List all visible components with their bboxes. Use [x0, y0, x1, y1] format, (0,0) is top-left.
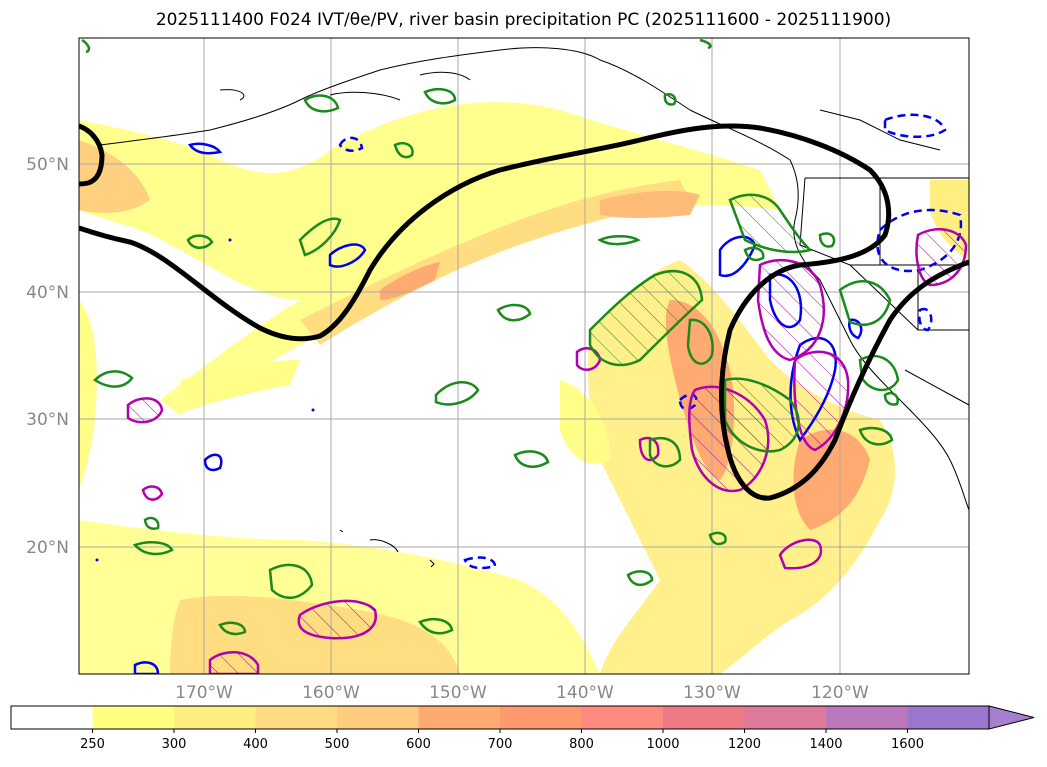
map-frame: [78, 37, 970, 675]
lat-label-50n: 50°N: [26, 155, 69, 175]
lon-label-160w: 160°W: [302, 683, 360, 703]
colorbar-segment: [418, 706, 501, 729]
coastlines: [99, 47, 969, 568]
colorbar-segment: [255, 706, 338, 729]
theta-e-contours: [81, 38, 900, 636]
colorbar-tick-label: 300: [162, 737, 187, 752]
lat-label-20n: 20°N: [26, 538, 69, 558]
colorbar-tick-label: 400: [243, 737, 268, 752]
political-borders: [799, 109, 969, 406]
colorbar-segment: [174, 706, 256, 729]
colorbar-tick-label: 800: [569, 737, 594, 752]
lon-label-130w: 130°W: [683, 683, 741, 703]
colorbar-tick-label: 700: [488, 737, 513, 752]
thick-black-contours: [79, 123, 969, 501]
map-title: 2025111400 F024 IVT/θe/PV, river basin p…: [155, 10, 892, 30]
lon-label-140w: 140°W: [556, 683, 614, 703]
colorbar-segment: [907, 706, 990, 729]
lon-label-150w: 150°W: [429, 683, 487, 703]
colorbar-tick-label: 500: [325, 737, 350, 752]
colorbar-segment: [500, 706, 582, 729]
colorbar-segment: [337, 706, 419, 729]
lon-label-120w: 120°W: [811, 683, 869, 703]
lat-label-30n: 30°N: [26, 410, 69, 430]
lat-label-40n: 40°N: [26, 283, 69, 303]
colorbar-segment: [581, 706, 664, 729]
colorbar-segment: [663, 706, 745, 729]
colorbar-segment: [11, 706, 93, 729]
colorbar-tick-label: 1200: [728, 737, 761, 752]
colorbar-tick-label: 1000: [646, 737, 679, 752]
colorbar-extension-arrow: [988, 705, 1035, 730]
colorbar-tick-label: 1600: [891, 737, 924, 752]
colorbar-tick-label: 250: [80, 737, 105, 752]
small-features: [95, 238, 315, 562]
ivt-colorbar: 250 300 400 500 600 700 800 1000 1200 1400 1600: [10, 705, 1035, 752]
colorbar-segment: [826, 706, 908, 729]
lon-label-170w: 170°W: [175, 683, 233, 703]
colorbar-tick-label: 600: [406, 737, 431, 752]
colorbar-segment: [92, 706, 175, 729]
colorbar-segment: [744, 706, 827, 729]
colorbar-tick-label: 1400: [809, 737, 842, 752]
